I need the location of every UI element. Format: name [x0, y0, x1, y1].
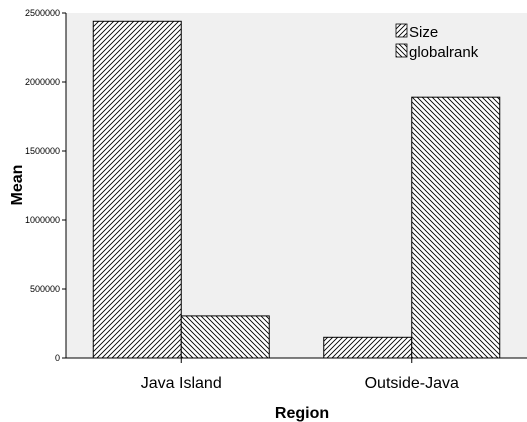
legend-label-globalrank: globalrank [409, 44, 479, 61]
y-tick-label: 2000000 [25, 77, 60, 87]
bar-globalrank-outside-java [411, 96, 501, 359]
y-tick-label: 2500000 [25, 8, 60, 18]
legend: Size globalrank [395, 23, 479, 61]
legend-swatch-globalrank [395, 43, 408, 58]
y-axis-title: Mean [9, 165, 26, 206]
x-axis-categories: Java Island Outside-Java [141, 358, 459, 392]
bar-size-outside-java [323, 336, 413, 359]
x-axis-title: Region [275, 405, 329, 422]
y-tick-label: 500000 [30, 284, 60, 294]
bar-size-java-island [92, 20, 182, 359]
legend-swatch-size [395, 23, 408, 38]
x-category-label: Outside-Java [365, 375, 459, 392]
y-tick-label: 0 [55, 353, 60, 363]
y-tick-label: 1000000 [25, 215, 60, 225]
y-axis-ticks: 0 500000 1000000 1500000 2000000 2500000 [25, 8, 66, 363]
legend-label-size: Size [409, 24, 438, 41]
bar-globalrank-java-island [180, 315, 270, 359]
y-tick-label: 1500000 [25, 146, 60, 156]
bars-group [92, 20, 501, 359]
x-category-label: Java Island [141, 375, 222, 392]
